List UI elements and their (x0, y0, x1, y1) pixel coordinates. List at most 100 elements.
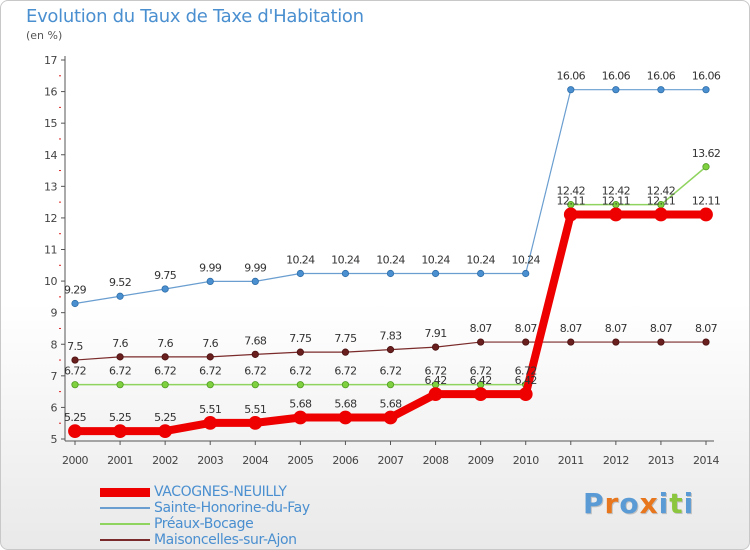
data-label: 6.72 (109, 365, 131, 378)
data-label: 6.42 (470, 374, 492, 387)
data-point (428, 387, 443, 402)
data-point (206, 381, 214, 389)
data-point (251, 350, 259, 358)
y-tick-label: 9 (51, 307, 58, 320)
data-label: 9.75 (154, 269, 177, 282)
legend-swatch (100, 523, 150, 525)
data-point (608, 207, 623, 222)
data-point (654, 207, 668, 222)
data-point (338, 410, 353, 425)
data-label: 12.11 (557, 194, 586, 207)
data-label: 16.06 (692, 70, 721, 83)
data-point (431, 343, 440, 351)
data-point (563, 207, 578, 222)
data-point (248, 415, 263, 430)
legend-label: Sainte-Honorine-du-Fay (154, 500, 310, 516)
y-tick-label: 12 (44, 212, 57, 225)
data-point (296, 269, 304, 278)
x-tick-label: 2013 (648, 454, 674, 467)
data-label: 8.07 (650, 322, 673, 335)
data-label: 6.72 (470, 365, 492, 378)
x-tick-label: 2006 (332, 454, 358, 467)
data-point (113, 424, 127, 439)
x-tick-label: 2002 (152, 454, 178, 467)
data-point (203, 415, 218, 430)
data-point (702, 163, 710, 171)
data-label: 8.07 (695, 322, 718, 335)
data-point (657, 86, 665, 94)
data-point (161, 353, 169, 361)
data-label: 12.11 (647, 194, 676, 207)
legend-swatch (100, 507, 150, 509)
data-label: 6.72 (244, 365, 266, 378)
data-label: 9.52 (109, 276, 131, 289)
data-label: 5.25 (154, 411, 177, 424)
x-tick-label: 2009 (468, 454, 494, 467)
data-label: 5.68 (334, 398, 357, 411)
data-point (68, 424, 82, 439)
data-point (206, 277, 214, 285)
proxiti-logo: Proxiti (583, 487, 694, 520)
data-label: 9.99 (244, 261, 267, 274)
legend-label: Préaux-Bocage (154, 516, 254, 532)
data-point (341, 381, 350, 389)
data-label: 13.62 (692, 147, 721, 160)
data-label: 9.99 (199, 261, 222, 274)
data-point (296, 348, 304, 356)
data-label: 8.07 (560, 322, 583, 335)
y-tick-label: 6 (51, 401, 58, 414)
data-point (293, 410, 308, 425)
x-tick-label: 2012 (603, 454, 629, 467)
y-tick-label: 13 (44, 180, 57, 193)
data-point (386, 346, 395, 354)
y-tick-label: 17 (44, 54, 57, 67)
data-label: 6.72 (379, 365, 401, 378)
data-label: 5.25 (109, 411, 132, 424)
data-point (518, 387, 533, 402)
data-point (341, 269, 350, 278)
logo-letter: x (639, 487, 659, 520)
data-point (431, 269, 440, 278)
y-tick-label: 7 (51, 370, 58, 383)
data-label: 8.07 (470, 322, 493, 335)
data-label: 12.42 (647, 185, 676, 198)
data-label: 8.07 (515, 322, 538, 335)
data-label: 6.72 (64, 365, 86, 378)
y-tick-label: 8 (51, 338, 58, 351)
data-label: 6.72 (199, 365, 221, 378)
y-tick-label: 11 (44, 244, 57, 257)
x-tick-label: 2011 (558, 454, 584, 467)
logo-letter: t (669, 487, 684, 520)
data-point (251, 277, 259, 285)
x-tick-label: 2007 (378, 454, 404, 467)
data-label: 5.68 (289, 398, 312, 411)
logo-letter: o (619, 487, 640, 520)
data-label: 6.72 (515, 365, 537, 378)
data-point (116, 292, 124, 300)
data-point (161, 285, 169, 293)
logo-letter: r (604, 487, 620, 520)
legend-swatch (100, 487, 150, 497)
data-label: 12.42 (602, 185, 631, 198)
data-point (477, 338, 485, 346)
data-point (71, 381, 79, 389)
data-label: 5.68 (379, 398, 402, 411)
data-label: 7.6 (202, 337, 218, 350)
data-point (567, 86, 575, 94)
data-label: 6.72 (425, 365, 447, 378)
data-point (473, 387, 488, 402)
data-point (657, 338, 665, 346)
data-label: 7.6 (157, 337, 173, 350)
data-point (699, 207, 713, 222)
data-label: 12.42 (557, 185, 586, 198)
data-point (383, 410, 398, 425)
data-point (522, 338, 530, 346)
data-point (251, 381, 259, 389)
data-point (386, 381, 395, 389)
data-label: 12.11 (602, 194, 631, 207)
x-tick-label: 2008 (423, 454, 449, 467)
data-point (296, 381, 304, 389)
unit-label: (en %) (26, 29, 63, 42)
